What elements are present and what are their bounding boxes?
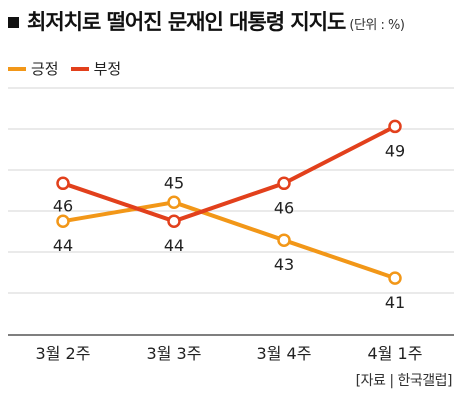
legend-swatch-negative <box>70 66 89 71</box>
data-point-negative <box>388 119 402 134</box>
chart-title: 최저치로 떨어진 문재인 대통령 지지도 <box>27 10 346 34</box>
x-tick-label: 3월 3주 <box>147 344 202 363</box>
data-point-positive <box>388 271 402 285</box>
data-label-positive: 43 <box>274 255 294 274</box>
legend-item-negative: 부정 <box>70 58 122 79</box>
series-line-negative <box>62 124 396 224</box>
data-point-negative <box>167 214 181 228</box>
x-tick-label: 4월 1주 <box>368 344 423 363</box>
data-point-negative <box>56 176 70 191</box>
data-label-negative: 46 <box>274 198 294 217</box>
data-point-positive <box>56 214 70 228</box>
data-label-positive: 41 <box>385 293 405 312</box>
chart-title-row: 최저치로 떨어진 문재인 대통령 지지도 (단위 : %) <box>8 6 405 36</box>
legend-label-negative: 부정 <box>93 60 122 78</box>
data-label-negative: 49 <box>385 141 405 160</box>
data-label-positive: 45 <box>164 173 184 192</box>
unit-label: (단위 : %) <box>349 18 405 33</box>
x-tick-label: 3월 4주 <box>257 344 312 363</box>
legend: 긍정 부정 <box>8 58 133 79</box>
title-bullet-icon <box>8 17 19 28</box>
legend-swatch-positive <box>8 66 26 71</box>
data-label-negative: 46 <box>53 196 73 215</box>
data-point-positive <box>167 195 181 210</box>
series-line-positive <box>62 200 396 280</box>
data-label-positive: 44 <box>53 236 73 255</box>
legend-label-positive: 긍정 <box>31 60 59 78</box>
legend-item-positive: 긍정 <box>8 58 59 79</box>
source-label: [자료 | 한국갤럽] <box>355 373 453 389</box>
data-point-positive <box>277 233 291 247</box>
x-tick-label: 3월 2주 <box>36 344 91 363</box>
data-label-negative: 44 <box>164 236 184 255</box>
data-point-negative <box>277 176 291 191</box>
